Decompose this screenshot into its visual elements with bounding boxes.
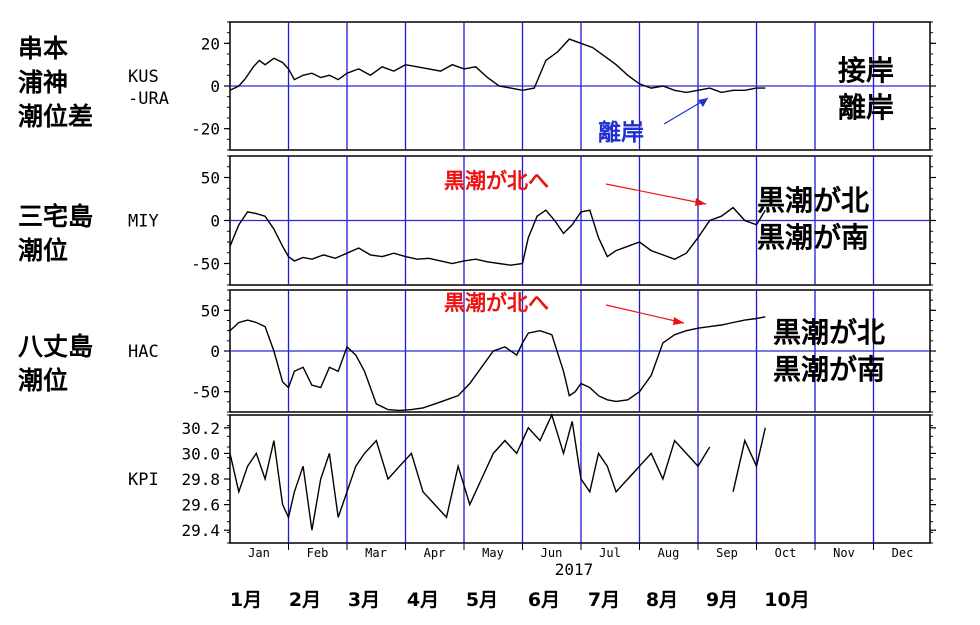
panel-title-line: 八丈島 — [18, 332, 93, 361]
y-tick-label: 20 — [201, 34, 220, 53]
x-tick-label: May — [482, 546, 504, 560]
arrowhead — [695, 198, 706, 206]
month-label-jp: 8月 — [646, 589, 678, 611]
month-label-jp: 9月 — [706, 589, 738, 611]
annotation-north-miy: 黒潮が北へ — [444, 169, 549, 193]
annotation-arrow-hac — [605, 304, 685, 324]
month-label-jp: 3月 — [348, 589, 380, 611]
y-tick-label: 30.2 — [181, 419, 220, 438]
y-tick-label: 0 — [210, 77, 220, 96]
x-tick-label: Mar — [365, 546, 387, 560]
annotation-offshore: 離岸 — [598, 119, 644, 146]
right-annotation: 黒潮が北 — [757, 184, 869, 217]
y-tick-label: 50 — [201, 301, 220, 320]
right-annotation: 黒潮が北 — [773, 316, 885, 349]
y-tick-label: -50 — [191, 255, 220, 274]
panel-title-line: 浦神 — [18, 68, 68, 97]
series-line-kpi — [229, 413, 766, 531]
x-axis: Jan Feb Mar Apr May Jun Jul Aug Sep Oct Nov Dec 2017… — [230, 543, 913, 611]
y-tick-label: 29.8 — [181, 470, 220, 489]
x-tick-label: Jan — [248, 546, 270, 560]
series-code-label: KPI — [128, 470, 159, 490]
series-line-hac — [229, 316, 766, 412]
month-label-jp: 1月 — [230, 589, 262, 611]
y-tick-label: 29.4 — [181, 521, 220, 540]
x-tick-label: Apr — [424, 546, 446, 560]
y-tick-label: 29.6 — [181, 496, 220, 515]
right-annotation: 黒潮が南 — [757, 221, 869, 254]
annotation-north-hac: 黒潮が北へ — [444, 291, 549, 315]
x-tick-label: Aug — [658, 546, 680, 560]
x-tick-label: Oct — [775, 546, 797, 560]
y-tick-label: 50 — [201, 169, 220, 188]
year-label: 2017 — [555, 560, 594, 579]
series-code-label: MIY — [128, 212, 159, 232]
panel-title-line: 潮位 — [18, 236, 68, 265]
panel-title-line: 串本 — [18, 34, 68, 63]
right-annotation: 黒潮が南 — [773, 353, 885, 386]
month-label-jp: 10月 — [764, 589, 809, 611]
panel-title-line: 潮位差 — [18, 102, 93, 131]
x-tick-label: Feb — [307, 546, 329, 560]
panel-title-line: 潮位 — [18, 366, 68, 395]
panel-title-line: 三宅島 — [18, 202, 93, 231]
right-annotation: 接岸 — [838, 54, 894, 87]
month-label-jp: 7月 — [588, 589, 620, 611]
series-code-label: -URA — [128, 89, 169, 109]
month-label-jp: 2月 — [289, 589, 321, 611]
y-tick-label: -50 — [191, 383, 220, 402]
panel-frame — [229, 414, 931, 544]
series-line-miy — [229, 206, 766, 266]
arrowhead — [673, 317, 684, 325]
month-label-jp: 5月 — [466, 589, 498, 611]
y-tick-label: 0 — [210, 212, 220, 231]
series-line-kus — [229, 38, 766, 94]
arrowhead — [698, 98, 708, 107]
annotation-arrow-miy — [605, 183, 707, 205]
panel-kpi: 30.2 30.0 29.8 29.6 29.4 KPI — [128, 413, 936, 544]
x-tick-label: Jul — [599, 546, 621, 560]
month-label-jp: 6月 — [528, 589, 560, 611]
y-tick-label: -20 — [191, 120, 220, 139]
x-tick-label: Jun — [541, 546, 563, 560]
x-tick-label: Sep — [716, 546, 738, 560]
month-label-jp: 4月 — [407, 589, 439, 611]
right-annotation: 離岸 — [838, 91, 894, 124]
y-tick-label: 0 — [210, 342, 220, 361]
series-code-label: KUS — [128, 67, 159, 87]
series-code-label: HAC — [128, 342, 159, 362]
y-tick-label: 30.0 — [181, 444, 220, 463]
x-tick-label: Dec — [892, 546, 914, 560]
x-tick-label: Nov — [833, 546, 855, 560]
